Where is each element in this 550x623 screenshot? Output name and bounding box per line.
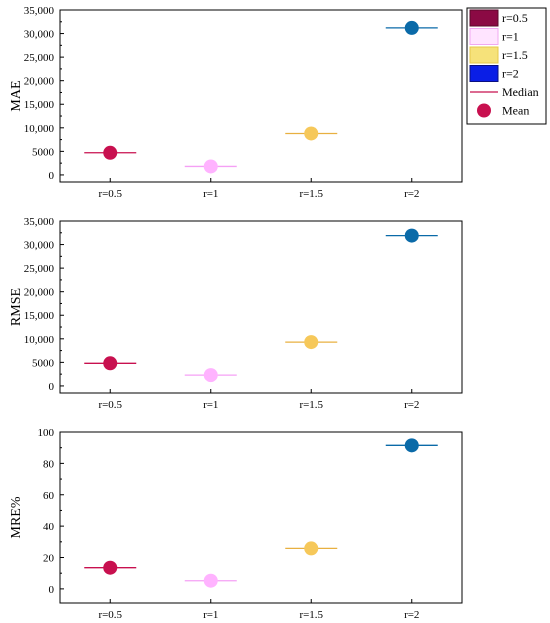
legend-item-r-1: r=1: [469, 28, 519, 45]
x-tick-label: r=2: [404, 609, 419, 621]
y-tick-label: 0: [49, 381, 55, 393]
y-tick-label: 20: [43, 553, 55, 565]
y-tick-label: 25,000: [24, 52, 55, 64]
y-tick-label: 5000: [32, 357, 55, 369]
legend-swatch: [469, 46, 499, 64]
mean-point: [404, 438, 419, 453]
x-tick-label: r=1.5: [299, 399, 323, 411]
y-tick-label: 100: [38, 427, 55, 439]
x-tick-label: r=0.5: [98, 399, 122, 411]
y-tick-label: 15,000: [24, 99, 55, 111]
y-tick-label: 80: [43, 458, 55, 470]
chart-panel-mae: 0 5000 10,000 15,000 20,000 25,000 30,000 35,00…: [9, 5, 463, 200]
y-tick-label: 35,000: [24, 5, 55, 17]
plot-frame: [59, 9, 463, 183]
mean-point: [304, 541, 319, 556]
x-tick-label: r=1: [203, 399, 218, 411]
y-tick-label: 40: [43, 521, 55, 533]
mean-point: [103, 145, 118, 160]
legend-label: r=0.5: [502, 11, 528, 25]
legend-item-r-1-5: r=1.5: [469, 46, 528, 64]
y-tick-label: 20,000: [24, 76, 55, 88]
legend: r=0.5 r=1 r=1.5 r=2 Median Mean: [466, 7, 547, 125]
y-axis-label: RMSE: [9, 288, 24, 326]
legend-swatch: [469, 28, 499, 45]
y-tick-label: 30,000: [24, 29, 55, 41]
legend-label: r=1.5: [502, 48, 528, 62]
mean-point: [404, 20, 419, 35]
chart-panels: 0 5000 10,000 15,000 20,000 25,000 30,000 35,00…: [9, 5, 463, 621]
mean-point: [103, 356, 118, 371]
legend-label: r=2: [502, 67, 519, 81]
y-tick-label: 10,000: [24, 334, 55, 346]
mean-point: [203, 159, 218, 174]
x-tick-label: r=0.5: [98, 609, 122, 621]
y-axis-label: MAE: [9, 80, 24, 111]
plot-frame: [59, 431, 463, 604]
y-tick-label: 5000: [32, 146, 55, 158]
mean-point: [304, 126, 319, 141]
x-tick-label: r=1: [203, 609, 218, 621]
legend-item-r-0-5: r=0.5: [469, 9, 528, 27]
mean-point: [203, 368, 218, 383]
y-tick-label: 30,000: [24, 240, 55, 252]
y-tick-label: 35,000: [24, 216, 55, 228]
mean-point: [103, 560, 118, 575]
y-tick-label: 25,000: [24, 263, 55, 275]
legend-swatch: [469, 65, 499, 82]
y-tick-label: 0: [49, 584, 55, 596]
y-axis-label: MRE%: [9, 496, 24, 538]
y-tick-label: 15,000: [24, 310, 55, 322]
mean-point: [304, 335, 319, 350]
legend-dot: [477, 103, 491, 118]
y-tick-label: 60: [43, 490, 55, 502]
mean-point: [203, 573, 218, 588]
legend-label: Median: [502, 85, 539, 99]
y-tick-label: 20,000: [24, 287, 55, 299]
legend-swatch: [469, 9, 499, 27]
x-tick-label: r=2: [404, 399, 419, 411]
x-tick-label: r=0.5: [98, 188, 122, 200]
y-tick-label: 10,000: [24, 123, 55, 135]
plot-frame: [59, 220, 463, 394]
mean-point: [404, 228, 419, 243]
legend-item-median: Median: [470, 85, 539, 99]
legend-item-r-2: r=2: [469, 65, 519, 82]
legend-item-mean: Mean: [477, 103, 529, 118]
x-tick-label: r=1.5: [299, 188, 323, 200]
x-tick-label: r=1: [203, 188, 218, 200]
y-tick-label: 0: [49, 170, 55, 182]
chart-panel-rmse: 0 5000 10,000 15,000 20,000 25,000 30,000 35,00…: [9, 216, 463, 411]
x-tick-label: r=1.5: [299, 609, 323, 621]
x-tick-label: r=2: [404, 188, 419, 200]
legend-label: Mean: [502, 104, 529, 118]
legend-label: r=1: [502, 30, 519, 44]
chart-panel-mre-: 0 20 40 60 80 100 r=0.5 r=1 r=1.5 r=2 MRE%: [9, 427, 463, 621]
